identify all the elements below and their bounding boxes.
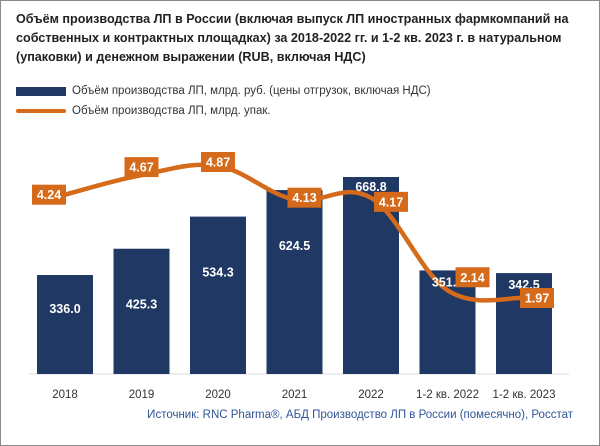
x-tick-label: 2019 [129, 389, 155, 401]
bar [37, 275, 93, 374]
source-note: Источник: RNC Pharma®, АБД Производство … [147, 409, 573, 421]
line-data-label: 4.17 [379, 195, 403, 209]
line-data-label-box [455, 267, 490, 288]
bar [266, 190, 323, 374]
bar-data-label: 336.0 [49, 302, 80, 316]
x-tick-label: 1-2 кв. 2023 [493, 389, 556, 401]
x-tick-label: 1-2 кв. 2022 [416, 389, 479, 401]
legend-label-bar-series: Объём производства ЛП, млрд. руб. (цены … [72, 85, 431, 97]
bar-data-label: 624.5 [279, 239, 310, 253]
line-data-label-box [287, 187, 322, 208]
line-data-label: 1.97 [525, 292, 549, 306]
line-data-label-box [374, 191, 408, 212]
bar-data-label: 425.3 [126, 298, 157, 312]
bar [190, 216, 246, 374]
bar-data-label: 668.8 [355, 180, 386, 194]
bar [113, 248, 170, 374]
bar-data-label: 534.3 [202, 266, 233, 280]
x-tick-label: 2021 [282, 389, 308, 401]
line-data-label-box [32, 184, 66, 205]
x-tick-label: 2020 [205, 389, 231, 401]
line-data-label: 4.13 [292, 191, 316, 205]
legend-item-bar-series: Объём производства ЛП, млрд. руб. (цены … [16, 84, 431, 98]
x-tick-label: 2022 [358, 389, 384, 401]
legend-swatch-line [16, 109, 66, 113]
legend-item-line-series: Объём производства ЛП, млрд. упак. [16, 104, 271, 118]
line-data-label: 4.87 [206, 156, 230, 170]
line-data-label: 2.14 [460, 271, 484, 285]
legend-label-line-series: Объём производства ЛП, млрд. упак. [72, 105, 271, 117]
line-data-label: 4.24 [37, 188, 61, 202]
line-data-label-box [124, 157, 159, 178]
line-data-label: 4.67 [129, 161, 153, 175]
bar-data-label: 351.7 [432, 275, 463, 289]
chart-title: Объём производства ЛП в России (включая … [16, 12, 569, 64]
legend-swatch-bar [16, 86, 66, 96]
x-tick-label: 2018 [52, 389, 78, 401]
line-data-label-box [520, 288, 554, 308]
line-data-label-box [201, 152, 235, 172]
